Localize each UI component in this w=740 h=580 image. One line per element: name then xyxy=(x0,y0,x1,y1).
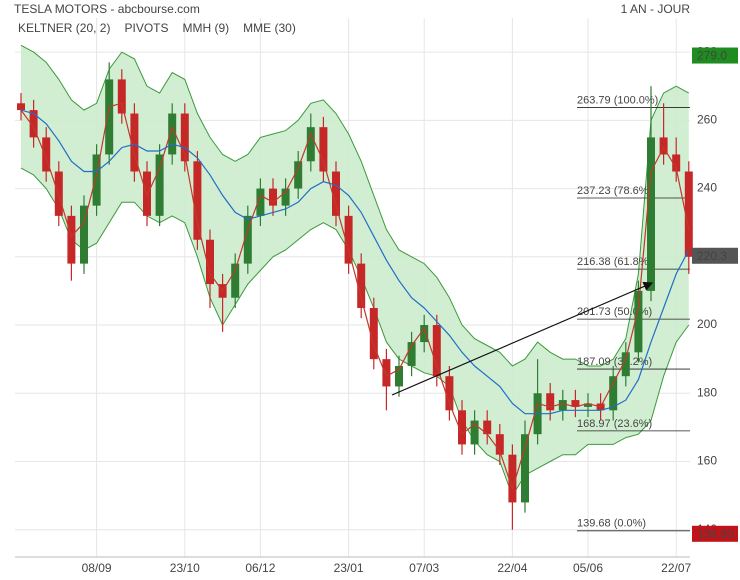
candle-body xyxy=(395,365,403,387)
x-tick-label: 23/01 xyxy=(334,561,364,575)
x-tick-label: 23/10 xyxy=(170,561,200,575)
candle-body xyxy=(621,352,630,377)
y-tick-label: 180 xyxy=(697,385,717,399)
candle-body xyxy=(558,400,567,411)
candle-body xyxy=(193,161,202,240)
candle-body xyxy=(647,137,655,291)
candle-body xyxy=(521,434,529,503)
candle-body xyxy=(243,215,252,264)
pivot-label: 263.79 (100.0%) xyxy=(577,94,658,106)
pivot-label: 168.97 (23.6%) xyxy=(577,418,652,430)
candle-body xyxy=(483,420,492,435)
pivot-label: 201.73 (50.0%) xyxy=(577,306,652,318)
candle-body xyxy=(470,420,479,445)
pivot-label: 187.09 (38.2%) xyxy=(577,356,652,368)
legend-entry: PIVOTS xyxy=(124,21,168,35)
x-tick-label: 08/09 xyxy=(82,561,112,575)
candle-body xyxy=(609,376,618,411)
ma-line xyxy=(20,109,690,415)
candle-body xyxy=(684,171,693,257)
candle-body xyxy=(445,376,454,411)
candle-body xyxy=(281,188,290,206)
candle-body xyxy=(357,263,366,308)
candle-body xyxy=(231,263,240,298)
legend-entry: MMH (9) xyxy=(183,21,230,35)
candle-body xyxy=(67,215,76,264)
price-tag-label: 279.0 xyxy=(697,49,727,63)
pivot-label: 216.38 (61.8%) xyxy=(577,256,652,268)
y-tick-label: 160 xyxy=(697,454,717,468)
candle-body xyxy=(420,325,429,343)
candle-body xyxy=(659,137,668,155)
candle-body xyxy=(332,171,340,216)
candle-body xyxy=(17,103,25,111)
chart-title: TESLA MOTORS - abcbourse.com xyxy=(14,2,200,16)
candle-body xyxy=(508,454,517,503)
candle-body xyxy=(42,137,51,172)
legend-entry: MME (30) xyxy=(243,21,296,35)
candle-body xyxy=(130,113,139,172)
candle-body xyxy=(206,239,214,285)
x-tick-label: 22/04 xyxy=(497,561,527,575)
price-tag xyxy=(692,525,738,542)
candle-body xyxy=(29,110,38,138)
candle-body xyxy=(344,215,353,264)
pivot-label: 139.68 (0.0%) xyxy=(577,518,646,530)
y-tick-label: 200 xyxy=(697,317,717,331)
candle-body xyxy=(256,188,265,216)
candle-body xyxy=(432,325,441,377)
candle-body xyxy=(168,113,177,155)
x-tick-label: 06/12 xyxy=(245,561,275,575)
candle-body xyxy=(155,154,164,216)
candle-body xyxy=(634,290,643,353)
price-tag-label: 138.80 xyxy=(697,527,734,541)
price-tag xyxy=(692,247,738,264)
keltner-upper xyxy=(20,44,690,367)
candle-body xyxy=(495,434,504,455)
candle-body xyxy=(306,127,315,162)
x-tick-label: 07/03 xyxy=(409,561,439,575)
period-label: 1 AN - JOUR xyxy=(621,2,691,16)
candle-body xyxy=(407,342,416,366)
candle-body xyxy=(105,79,114,155)
candle-body xyxy=(369,307,378,360)
price-tag-label: 220.3 xyxy=(697,249,727,263)
trend-arrow xyxy=(391,281,654,396)
candle-body xyxy=(584,403,592,407)
candle-body xyxy=(672,154,681,172)
y-tick-label: 240 xyxy=(697,181,717,195)
x-tick-label: 22/07 xyxy=(661,561,691,575)
candle-body xyxy=(92,154,101,206)
candle-body xyxy=(80,205,88,264)
keltner-lower xyxy=(20,167,690,497)
y-tick-label: 260 xyxy=(697,113,717,127)
candle-body xyxy=(571,400,580,407)
candle-body xyxy=(294,161,303,189)
candle-body xyxy=(269,188,277,206)
x-tick-label: 05/06 xyxy=(573,561,603,575)
pivot-label: 237.23 (78.6%) xyxy=(577,185,652,197)
candle-body xyxy=(382,359,391,387)
candle-body xyxy=(319,127,328,172)
price-tag xyxy=(692,47,738,64)
ma-line xyxy=(20,102,690,491)
candle-body xyxy=(458,410,466,445)
candle-body xyxy=(180,113,189,162)
legend-entry: KELTNER (20, 2) xyxy=(18,21,110,35)
candle-body xyxy=(546,393,555,411)
candle-body xyxy=(117,79,126,114)
